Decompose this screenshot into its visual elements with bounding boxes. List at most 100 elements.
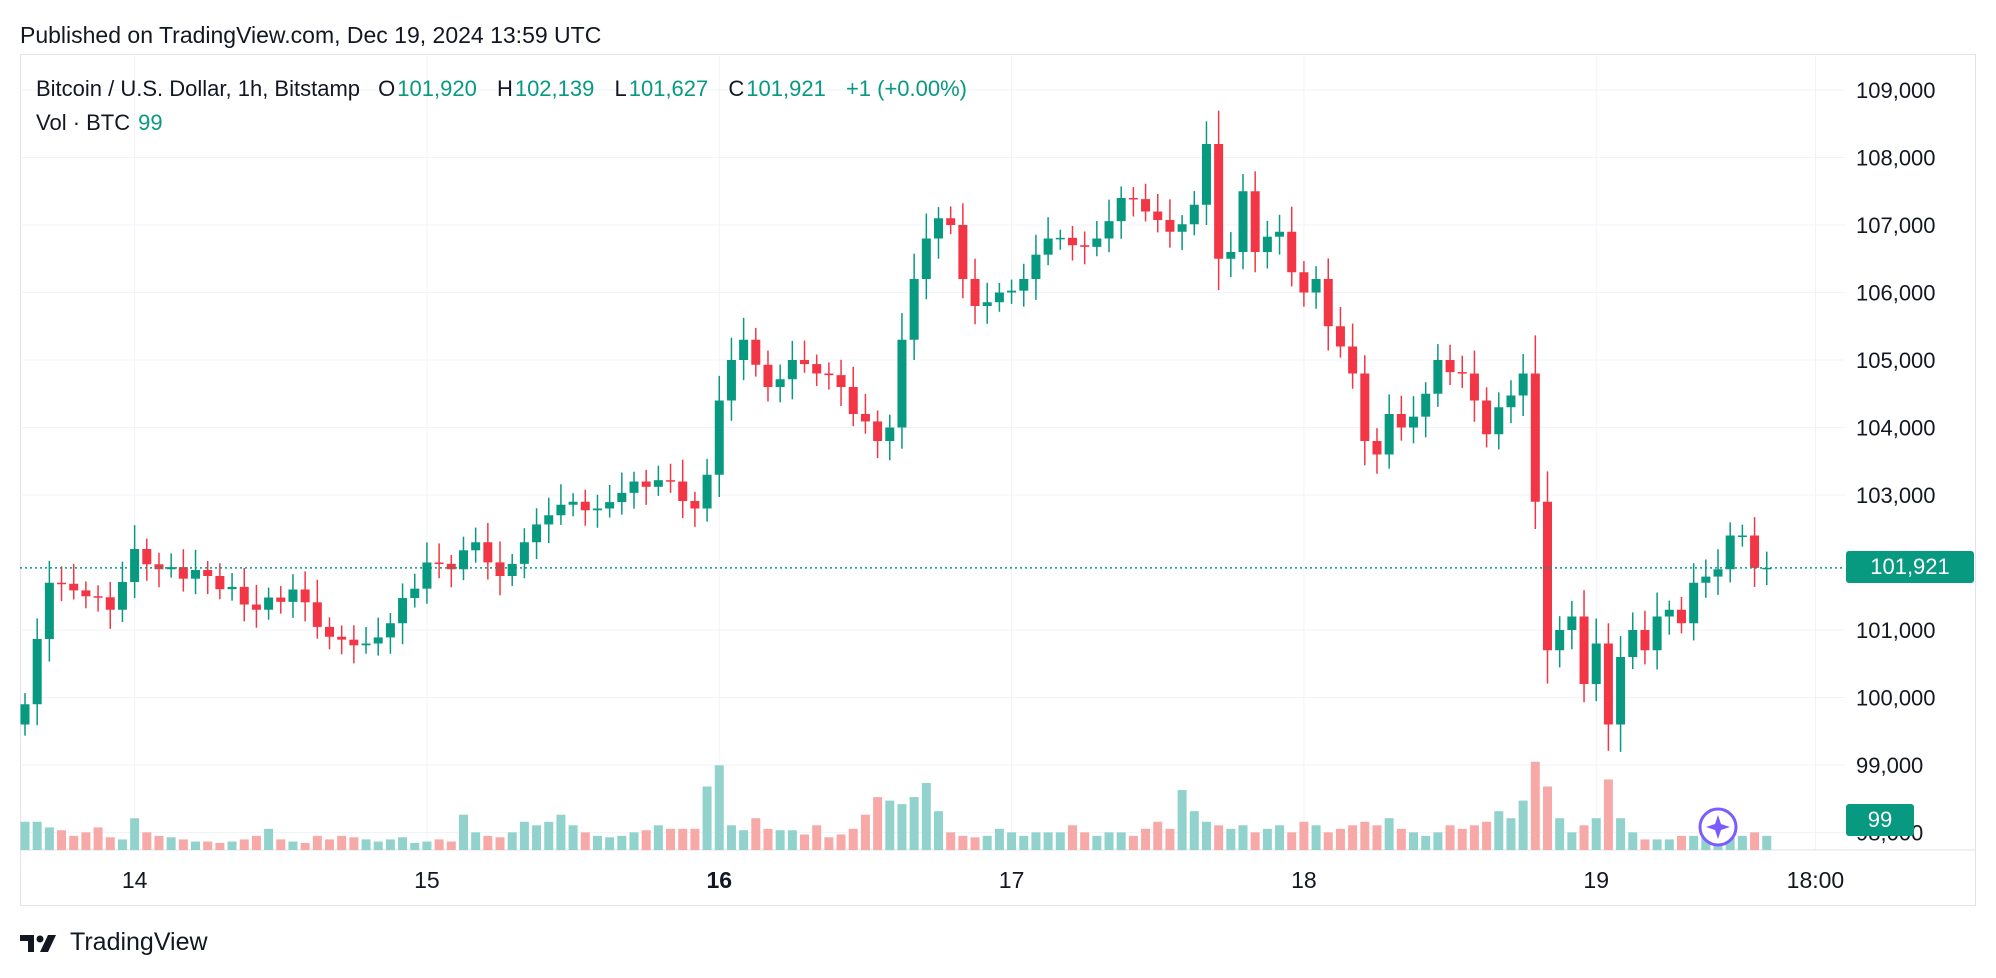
candle	[361, 627, 371, 654]
volume-bar	[556, 814, 566, 850]
candle	[446, 554, 456, 588]
volume-bar	[1262, 828, 1272, 850]
volume-bar	[325, 839, 334, 850]
candle-body	[1165, 219, 1175, 232]
candle-body	[1189, 204, 1199, 225]
candle	[800, 340, 810, 373]
candle	[227, 573, 237, 601]
candle-body	[629, 481, 639, 493]
candle-body	[1275, 231, 1285, 237]
close-label: C	[728, 76, 745, 101]
time-axis[interactable]: 14 15 16 17 18 19 18:00	[122, 867, 1844, 893]
candle-body	[1701, 576, 1711, 583]
candle	[1482, 387, 1492, 448]
tradingview-logo-link[interactable]: TradingView	[20, 928, 208, 957]
symbol-name: Bitcoin / U.S. Dollar, 1h, Bitstamp	[36, 76, 361, 101]
candle	[848, 366, 858, 427]
candle	[1640, 610, 1650, 665]
candle-body	[1360, 373, 1370, 441]
candle	[1579, 590, 1589, 703]
candle-body	[592, 508, 602, 511]
volume-bar	[519, 821, 529, 850]
candle-body	[312, 602, 322, 627]
candle	[1433, 344, 1443, 407]
volume-bar	[1530, 761, 1540, 850]
volume-bar	[982, 835, 992, 850]
volume-bar	[544, 821, 554, 850]
candle-body	[934, 218, 943, 239]
volume-bar	[361, 839, 371, 850]
candle	[702, 458, 712, 522]
candle	[1543, 471, 1552, 684]
volume-bar	[1579, 825, 1589, 850]
candle	[434, 543, 444, 579]
compare-button[interactable]	[1698, 807, 1738, 847]
candle-body	[1299, 272, 1309, 293]
candle-body	[1067, 237, 1077, 246]
candle	[1360, 355, 1370, 466]
volume-bar	[958, 835, 968, 850]
candle	[1104, 199, 1114, 253]
symbol-legend[interactable]: Bitcoin / U.S. Dollar, 1h, Bitstamp O101…	[36, 76, 969, 102]
volume-bar	[653, 825, 663, 850]
candle	[787, 340, 797, 400]
volume-bar	[1238, 825, 1248, 850]
candle	[885, 414, 895, 461]
y-tick-label: 108,000	[1856, 146, 1936, 171]
candle-body	[775, 379, 785, 387]
candle-body	[483, 542, 493, 563]
candle-body	[373, 637, 383, 644]
price-axis[interactable]: 109,000 108,000 107,000 106,000 105,000 104,0…	[1856, 78, 1936, 846]
candle-body	[239, 586, 249, 605]
candle	[1737, 524, 1747, 547]
volume-bar	[154, 835, 164, 850]
volume-bar	[1518, 800, 1528, 850]
x-tick-label: 16	[706, 867, 732, 893]
volume-bar	[117, 839, 127, 850]
candle	[203, 561, 213, 595]
volume-bar	[1250, 832, 1260, 850]
volume-bar	[1543, 786, 1552, 850]
volume-bar	[1287, 832, 1297, 850]
volume-bar	[446, 841, 456, 850]
candle	[288, 574, 298, 618]
candle	[57, 566, 67, 602]
open-label: O	[378, 76, 396, 101]
candle-body	[958, 225, 968, 279]
candle-body	[471, 542, 481, 551]
volume-bar	[897, 804, 907, 850]
volume-bar	[836, 834, 846, 850]
volume-bar	[81, 832, 91, 850]
volume-bar	[1689, 835, 1699, 850]
low-label: L	[614, 76, 627, 101]
x-tick-label: 14	[122, 867, 148, 893]
volume-bar	[215, 842, 225, 850]
volume-bar	[227, 841, 237, 850]
volume-bar	[1676, 835, 1686, 850]
candle	[580, 489, 590, 526]
candle-body	[1348, 346, 1358, 374]
candle-body	[57, 582, 67, 585]
candle	[544, 497, 554, 544]
volume-bar	[568, 825, 578, 850]
candle-body	[1311, 279, 1321, 293]
chart-frame[interactable]	[20, 54, 1976, 906]
volume-legend[interactable]: Vol · BTC 99	[36, 110, 163, 136]
volume-bar	[1128, 835, 1138, 850]
volume-bar	[678, 828, 688, 850]
volume-bar	[1165, 828, 1175, 850]
candle	[1518, 354, 1528, 416]
candle	[178, 549, 188, 592]
x-tick-label: 18	[1291, 867, 1317, 893]
volume-bar	[1055, 832, 1065, 850]
volume-bar	[483, 835, 493, 850]
candle	[1165, 199, 1175, 248]
volume-bar	[1737, 835, 1747, 850]
x-tick-label: 19	[1583, 867, 1609, 893]
volume-bar	[1482, 821, 1492, 850]
candle	[690, 491, 700, 527]
candle	[1445, 344, 1455, 386]
candle	[653, 465, 663, 496]
y-tick-label: 101,000	[1856, 618, 1936, 643]
